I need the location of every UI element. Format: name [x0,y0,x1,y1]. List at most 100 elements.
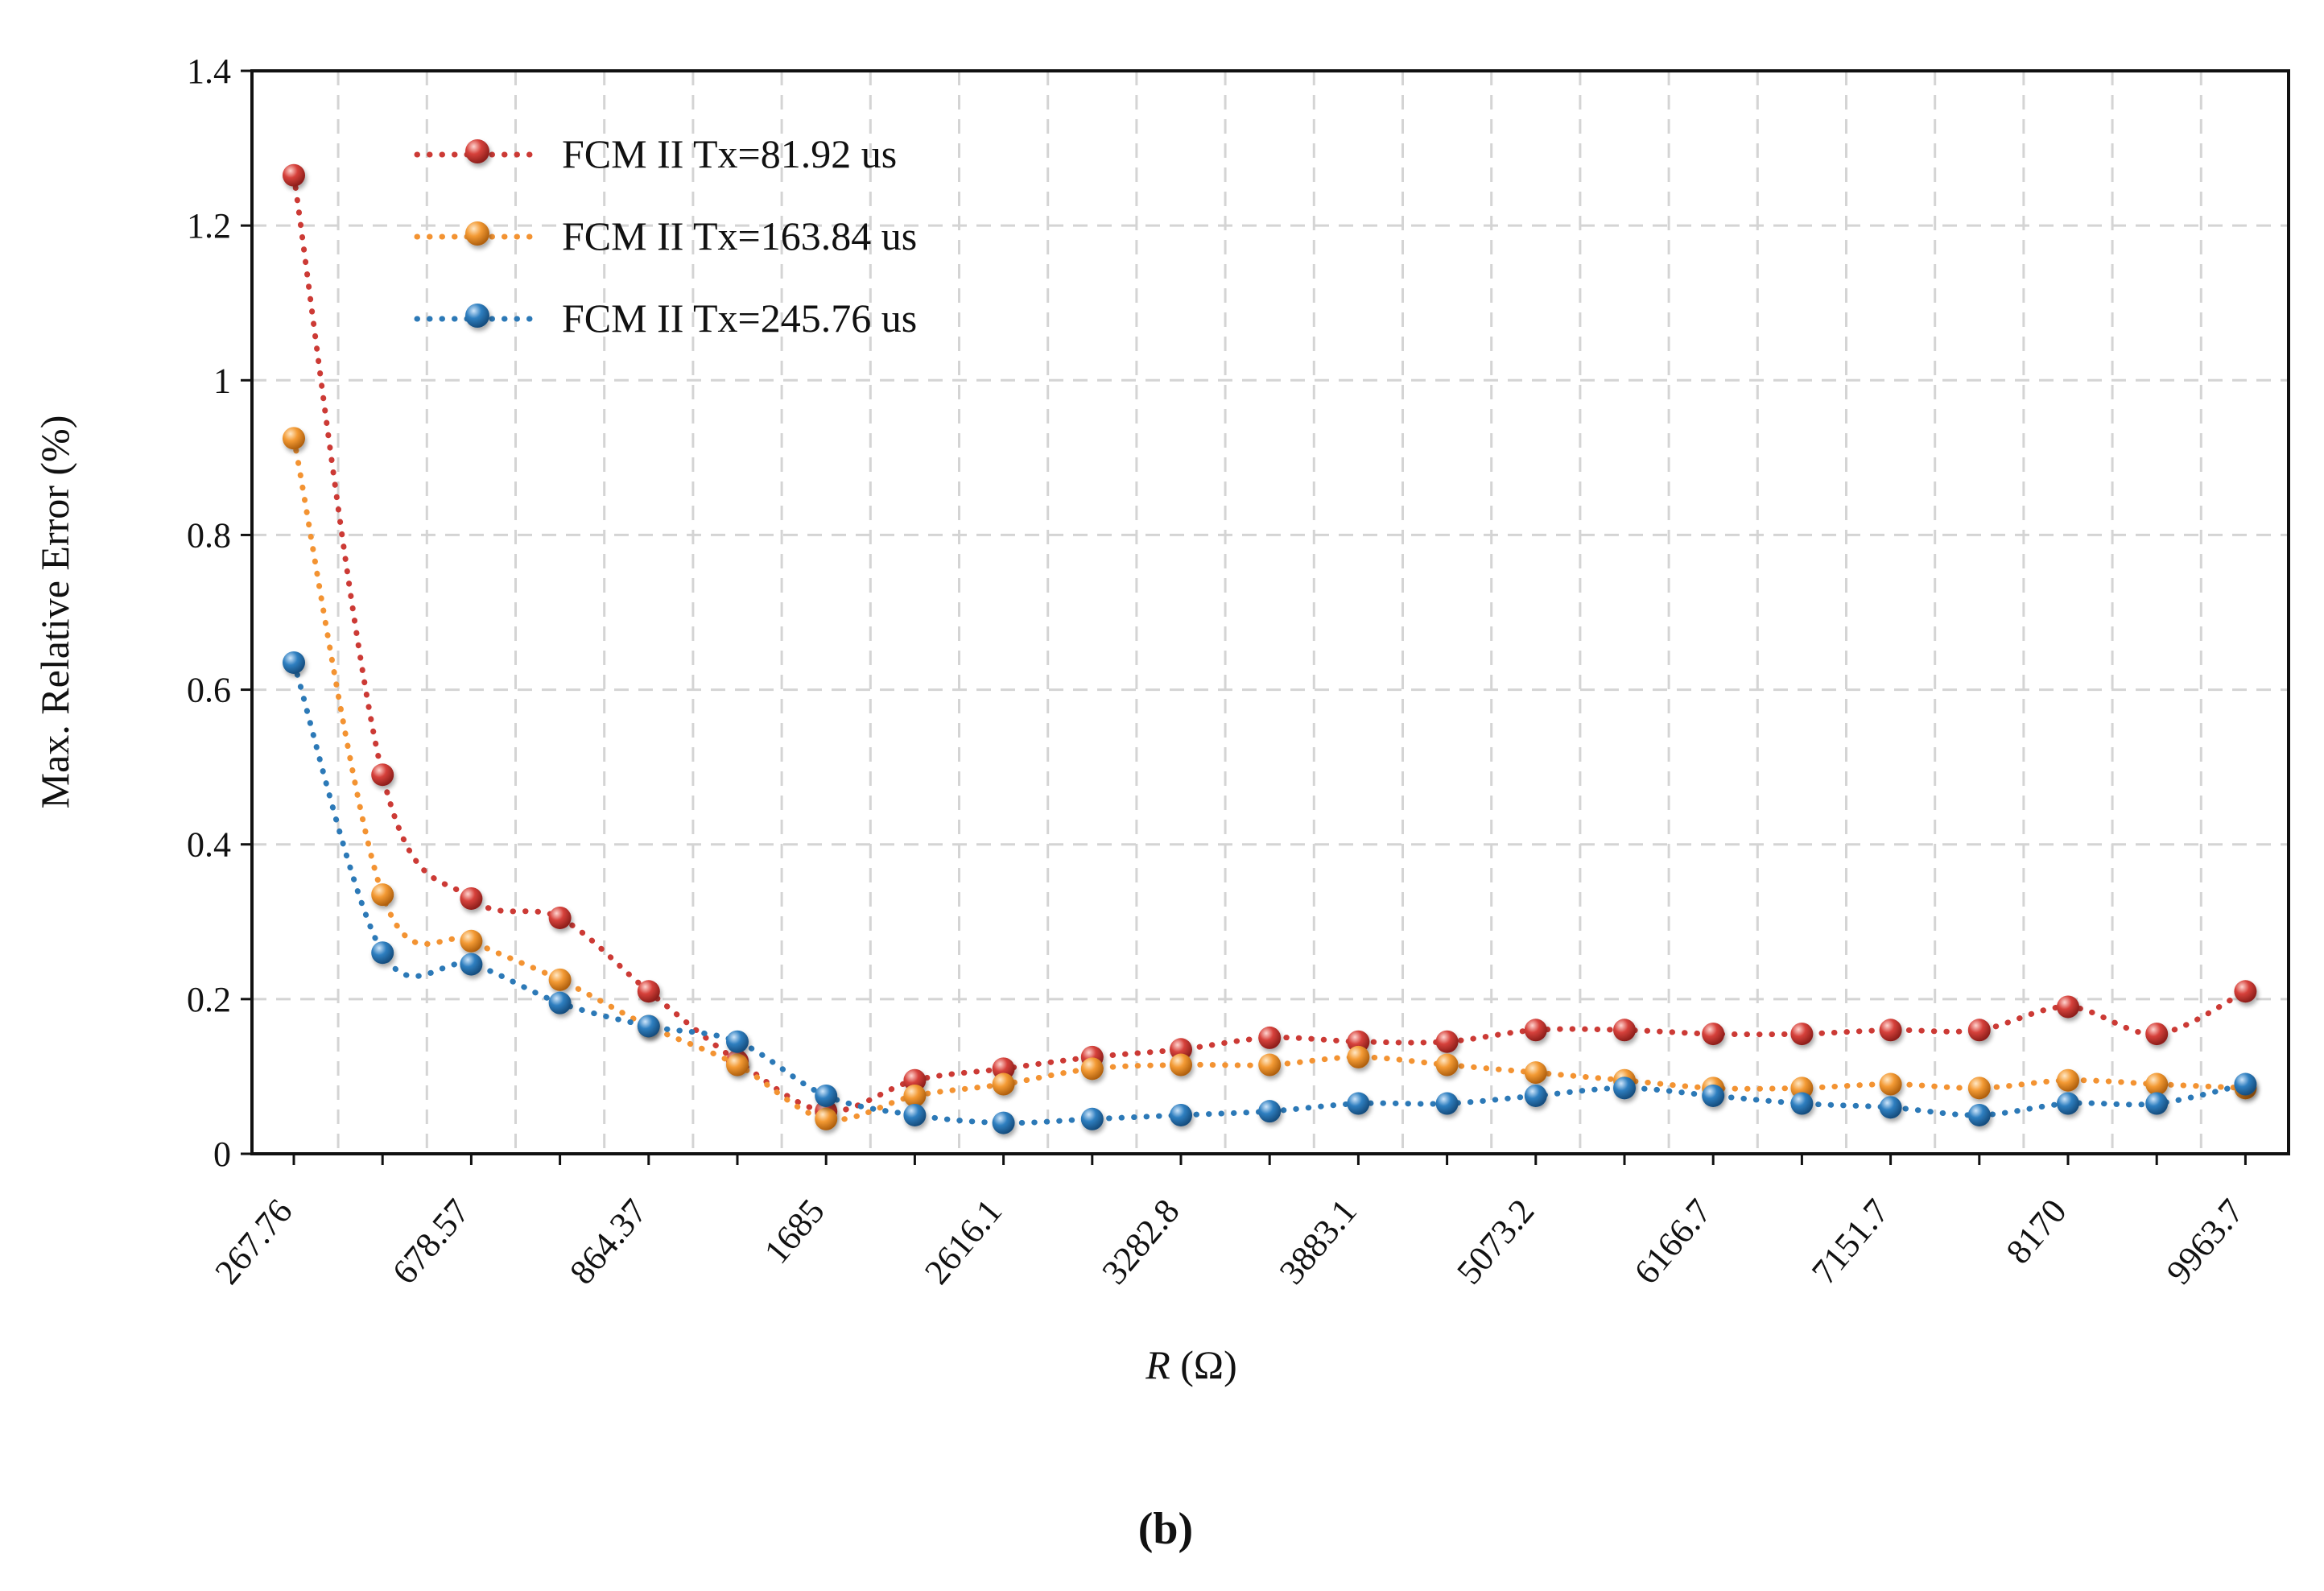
data-point [903,1068,927,1092]
data-point [1435,1030,1459,1053]
data-point [1967,1077,1991,1100]
x-tick-label: 3883.1 [1272,1192,1364,1291]
data-point [1435,1053,1459,1077]
data-point [1879,1096,1902,1119]
data-point [2145,1072,2169,1096]
data-point [2234,980,2257,1003]
data-point [548,968,572,991]
legend-label: FCM II Tx=163.84 us [562,213,917,258]
data-point [460,953,483,976]
x-tick-label: 7151.7 [1804,1192,1897,1291]
series-line [291,435,2248,1123]
x-axis-ticks: 267.76 678.57 864.37 1685 2616.1 3282.8 3883.1… [207,1154,2252,1291]
data-point [1790,1023,1814,1046]
data-point [2145,1092,2169,1115]
x-tick-label: 9963.7 [2159,1192,2252,1291]
y-tick-label: 1 [213,361,231,400]
data-point [1967,1019,1991,1042]
legend-item: FCM II Tx=81.92 us [414,131,897,176]
data-point [283,427,305,450]
data-point [1524,1084,1547,1107]
data-point [726,1030,749,1053]
data-point [371,941,394,965]
data-point [815,1084,838,1107]
legend: FCM II Tx=81.92 us FCM II Tx=163.84 us FCM… [414,131,917,341]
y-axis-ticks: 0 0.2 0.4 0.6 0.8 1 1.2 1.4 [187,52,252,1174]
x-axis-title: R (Ω) [1145,1342,1237,1387]
data-point [1170,1053,1192,1077]
x-tick-label: 3282.8 [1094,1192,1187,1291]
legend-label: FCM II Tx=245.76 us [562,295,917,341]
data-point [1170,1103,1192,1126]
legend-marker [465,304,489,328]
y-tick-label: 0 [213,1134,231,1174]
data-point [992,1111,1015,1134]
data-point [1347,1092,1370,1115]
data-point [1702,1023,1725,1046]
data-point [1613,1019,1636,1042]
data-point [2145,1023,2169,1046]
data-point [2234,1072,2257,1096]
data-point [548,906,572,929]
y-tick-label: 0.8 [187,515,231,555]
data-point [903,1103,927,1126]
series-3 [283,651,2257,1134]
data-point [283,163,305,187]
x-axis-unit: (Ω) [1180,1342,1236,1387]
data-point [1347,1045,1370,1068]
data-point [1790,1077,1814,1100]
data-point [1347,1030,1370,1053]
data-point [2057,1068,2079,1092]
data-point [1790,1092,1814,1115]
x-axis-var: R [1145,1342,1170,1387]
x-tick-label: 678.57 [385,1192,477,1291]
data-point [2057,1092,2079,1115]
data-point [1258,1100,1282,1123]
x-tick-label: 1685 [757,1192,832,1271]
x-tick-label: 8170 [1999,1192,2074,1271]
legend-marker [465,139,489,163]
data-point [1080,1107,1104,1130]
data-point [1435,1092,1459,1115]
data-point [726,1053,749,1077]
plot-frame [250,69,2290,1155]
data-point [1524,1019,1547,1042]
data-point [903,1084,927,1107]
x-tick-label: 5073.2 [1449,1192,1542,1291]
data-point [1702,1084,1725,1107]
y-tick-label: 0.4 [187,825,231,865]
grid-lines [252,71,2289,1154]
legend-label: FCM II Tx=81.92 us [562,131,897,176]
legend-item: FCM II Tx=245.76 us [414,295,917,341]
data-point [1170,1038,1192,1061]
data-point [371,883,394,907]
x-tick-label: 2616.1 [917,1192,1009,1291]
series-2 [283,427,2257,1130]
data-point [1879,1019,1902,1042]
data-point [992,1072,1015,1096]
data-point [1613,1077,1636,1100]
y-axis-title: Max. Relative Error (%) [32,415,77,809]
x-tick-label: 6166.7 [1627,1192,1719,1291]
data-point [1879,1072,1902,1096]
data-point [371,763,394,787]
series-line [291,659,2248,1126]
series-line [291,172,2248,1114]
y-tick-label: 0.6 [187,671,231,710]
legend-item: FCM II Tx=163.84 us [414,213,917,258]
legend-marker [465,221,489,246]
data-point [1258,1026,1282,1049]
y-tick-label: 0.2 [187,980,231,1019]
data-point [460,886,483,910]
x-tick-label: 267.76 [207,1192,299,1291]
data-point [283,651,305,674]
y-tick-label: 1.4 [187,52,231,91]
data-point [1080,1057,1104,1081]
x-tick-label: 864.37 [562,1192,654,1291]
panel-label: (b) [1138,1504,1193,1554]
data-point [548,991,572,1015]
data-point [1967,1103,1991,1126]
data-point [2057,995,2079,1019]
data-point [1524,1061,1547,1085]
